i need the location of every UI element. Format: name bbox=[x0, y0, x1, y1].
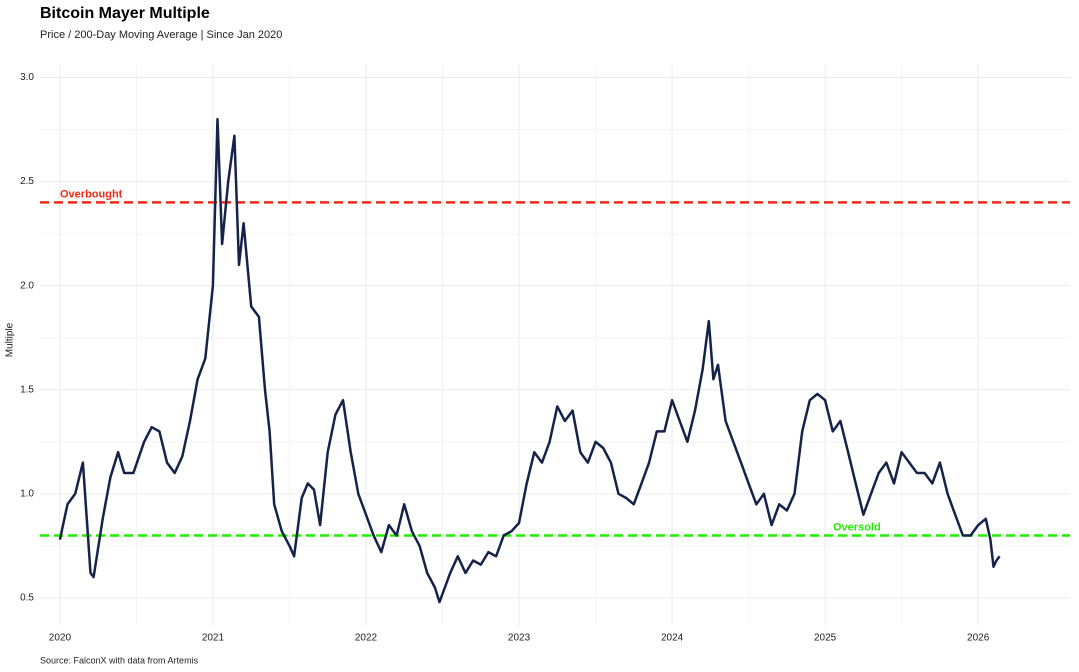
source-note: Source: FalconX with data from Artemis bbox=[40, 655, 199, 665]
x-tick-label: 2020 bbox=[49, 633, 72, 644]
x-tick-label: 2026 bbox=[967, 633, 990, 644]
y-tick-label: 3.0 bbox=[20, 72, 34, 83]
y-tick-label: 1.5 bbox=[20, 384, 34, 395]
x-tick-label: 2025 bbox=[814, 633, 837, 644]
y-tick-label: 0.5 bbox=[20, 593, 34, 604]
chart-subtitle: Price / 200-Day Moving Average | Since J… bbox=[40, 29, 282, 41]
y-axis-label: Multiple bbox=[5, 322, 16, 357]
y-tick-label: 2.5 bbox=[20, 176, 34, 187]
reference-label: Oversold bbox=[833, 521, 881, 533]
x-tick-label: 2022 bbox=[355, 633, 378, 644]
y-tick-label: 1.0 bbox=[20, 488, 34, 499]
y-tick-label: 2.0 bbox=[20, 280, 34, 291]
chart-title: Bitcoin Mayer Multiple bbox=[40, 5, 210, 22]
x-tick-label: 2023 bbox=[508, 633, 531, 644]
x-tick-label: 2024 bbox=[661, 633, 684, 644]
data-line bbox=[58, 117, 1001, 604]
reference-label: Overbought bbox=[60, 188, 123, 200]
x-tick-label: 2021 bbox=[202, 633, 225, 644]
